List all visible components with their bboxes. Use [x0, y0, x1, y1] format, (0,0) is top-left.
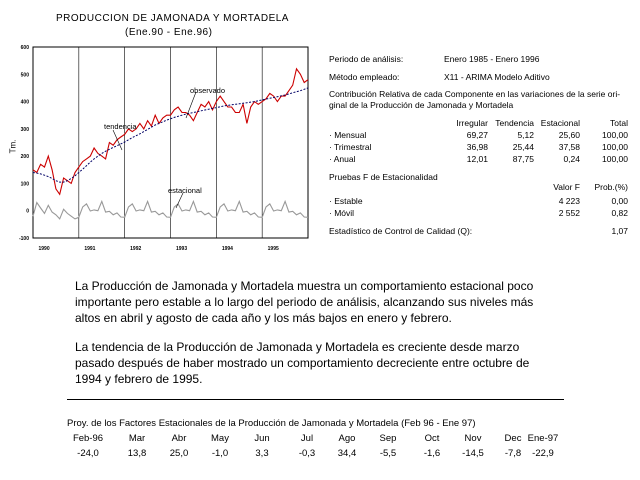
forecast-month: Jun: [254, 433, 270, 444]
y-tick-label: 400: [21, 100, 30, 106]
metodo-value: X11 - ARIMA Modelo Aditivo: [444, 72, 550, 82]
forecast-value: -24,0: [77, 448, 99, 459]
forecast-value: 34,4: [337, 448, 357, 459]
forecast-values: -24,0 13,8 25,0 -1,0 3,3 -0,3 34,4 -5,5 -1,6 -14,…: [0, 448, 640, 462]
cell: 0,00: [611, 196, 628, 206]
forecast-month: Oct: [424, 433, 440, 444]
row-label: · Anual: [329, 154, 356, 164]
col-header-tendencia: Tendencia: [495, 118, 534, 128]
forecast-value: -7,8: [504, 448, 522, 459]
cell: 87,75: [512, 154, 534, 164]
contrib-line1: Contribución Relativa de cada Componente…: [329, 89, 621, 99]
forecast-month: Nov: [464, 433, 482, 444]
annotation-observado: observado: [190, 86, 226, 95]
annotation-pointer-estacional: [175, 192, 184, 209]
col-header-irregular: Irregular: [456, 118, 488, 128]
divider: [67, 399, 564, 400]
forecast-value: 25,0: [169, 448, 189, 459]
forecast-month: Mar: [128, 433, 146, 444]
forecast-month: Feb-96: [72, 433, 104, 444]
cell: 0,82: [611, 208, 628, 218]
periodo-value: Enero 1985 - Enero 1996: [444, 54, 540, 64]
forecast-value: -5,5: [379, 448, 397, 459]
forecast-value: -22,9: [532, 448, 554, 459]
forecast-title: Proy. de los Factores Estacionales de la…: [67, 418, 476, 429]
row-label: · Móvil: [329, 208, 355, 218]
contrib-row-mensual: · Mensual 69,27 5,12 25,60 100,00: [0, 130, 640, 142]
forecast-month: Ene-97: [527, 433, 559, 444]
forecast-month: Ago: [338, 433, 356, 444]
cell: 69,27: [466, 130, 488, 140]
forecast-month: Abr: [171, 433, 187, 444]
y-tick-label: 100: [21, 181, 30, 187]
paragraph-seasonal: La Producción de Jamonada y Mortadela mu…: [75, 279, 534, 325]
row-label: · Trimestral: [329, 142, 372, 152]
contrib-row-trimestral: · Trimestral 36,98 25,44 37,58 100,00: [0, 142, 640, 154]
forecast-month: May: [211, 433, 229, 444]
contrib-row-anual: · Anual 12,01 87,75 0,24 100,00: [0, 154, 640, 166]
annotation-pointer-observado: [185, 91, 197, 119]
cell: 100,00: [602, 130, 628, 140]
forecast-months: Feb-96 Mar Abr May Jun Jul Ago Sep Oct Nov Dec Ene-…: [0, 433, 640, 447]
y-tick-label: -100: [19, 236, 29, 242]
x-tick-label: 1994: [222, 246, 233, 252]
row-label: · Estable: [329, 196, 363, 206]
forecast-value: -1,6: [423, 448, 441, 459]
series-estacional: [32, 199, 309, 220]
col-header-estacional: Estacional: [540, 118, 580, 128]
forecast-value: -14,5: [462, 448, 484, 459]
series-observado: [32, 67, 309, 196]
cell: 25,60: [558, 130, 580, 140]
y-tick-label: 600: [21, 45, 30, 51]
x-tick-label: 1990: [39, 246, 50, 252]
series-tendencia: [32, 87, 309, 183]
forecast-month: Dec: [504, 433, 522, 444]
y-tick-label: 200: [21, 154, 30, 160]
y-tick-label: 500: [21, 72, 30, 78]
x-tick-label: 1992: [130, 246, 141, 252]
forecast-value: -1,0: [211, 448, 229, 459]
annotation-pointer-tendencia: [112, 129, 123, 151]
contrib-line2: ginal de la Producción de Jamonada y Mor…: [329, 100, 514, 110]
chart-subtitle: (Ene.90 - Ene.96): [125, 27, 213, 38]
forecast-value: -0,3: [298, 448, 316, 459]
x-tick-label: 1993: [176, 246, 187, 252]
annotation-tendencia: tendencia: [104, 122, 137, 131]
chart-title: PRODUCCION DE JAMONADA Y MORTADELA: [56, 13, 289, 24]
time-series-chart: 600 500 400 300 200 100 0 -100 1990 1991 1992 1993…: [19, 45, 309, 252]
annotation-estacional: estacional: [168, 186, 202, 195]
periodo-label: Periodo de análisis:: [329, 54, 404, 64]
cell: 100,00: [602, 142, 628, 152]
cell: 5,12: [517, 130, 534, 140]
cell: 100,00: [602, 154, 628, 164]
forecast-value: 13,8: [127, 448, 147, 459]
cell: 2 552: [558, 208, 580, 218]
x-tick-label: 1995: [268, 246, 279, 252]
metodo-label: Método empleado:: [329, 72, 400, 82]
pruebas-header-prob: Prob.(%): [594, 182, 628, 192]
qc-label: Estadístico de Control de Calidad (Q):: [329, 226, 473, 236]
qc-value: 1,07: [611, 226, 628, 236]
cell: 12,01: [466, 154, 488, 164]
x-tick-label: 1991: [84, 246, 95, 252]
forecast-month: Jul: [300, 433, 314, 444]
cell: 4 223: [558, 196, 580, 206]
y-tick-label: 300: [21, 127, 30, 133]
cell: 36,98: [466, 142, 488, 152]
pruebas-title: Pruebas F de Estacionalidad: [329, 172, 438, 182]
pruebas-header-valorf: Valor F: [553, 182, 580, 192]
forecast-value: 3,3: [255, 448, 269, 459]
pruebas-row-estable: · Estable 4 223 0,00: [0, 196, 640, 208]
col-header-total: Total: [610, 118, 628, 128]
pruebas-row-movil: · Móvil 2 552 0,82: [0, 208, 640, 220]
y-tick-label: 0: [26, 209, 29, 215]
cell: 25,44: [512, 142, 534, 152]
cell: 37,58: [558, 142, 580, 152]
cell: 0,24: [563, 154, 580, 164]
paragraph-trend: La tendencia de la Producción de Jamonad…: [75, 340, 530, 386]
forecast-month: Sep: [379, 433, 397, 444]
row-label: · Mensual: [329, 130, 367, 140]
